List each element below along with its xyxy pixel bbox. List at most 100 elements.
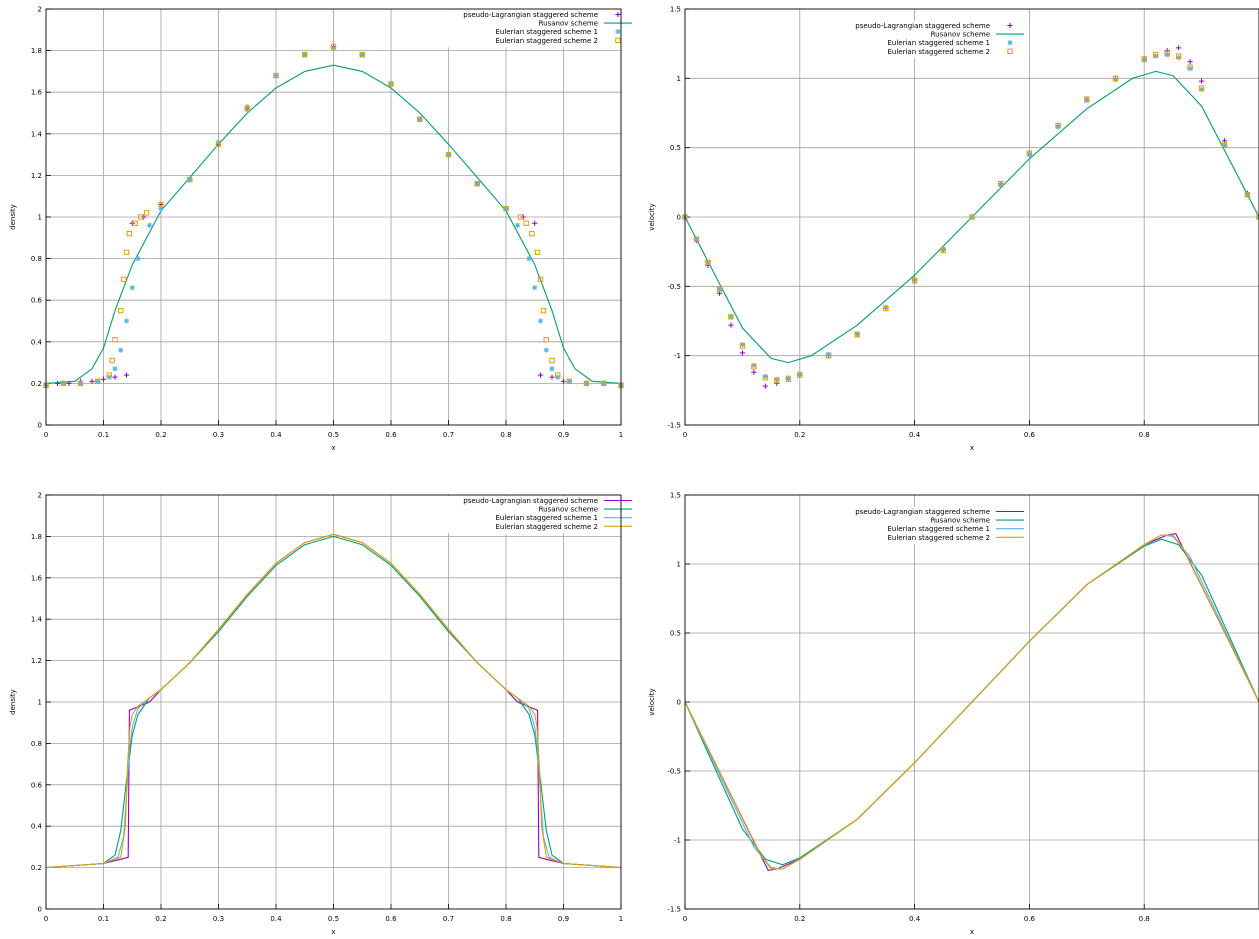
data-point xyxy=(583,380,590,386)
data-point xyxy=(445,151,452,158)
x-axis-label: x xyxy=(331,444,335,452)
data-point xyxy=(474,181,480,187)
legend-label: Eulerian staggered scheme 1 xyxy=(495,28,598,36)
legend-label: pseudo-Lagrangian staggered scheme xyxy=(463,497,598,505)
x-tick-label: 0.2 xyxy=(794,915,805,923)
data-point xyxy=(529,230,535,237)
x-axis-label: x xyxy=(970,928,974,936)
data-point xyxy=(302,52,308,58)
legend-background xyxy=(421,496,621,534)
data-point xyxy=(1084,96,1090,102)
x-tick-label: 0.2 xyxy=(155,431,166,439)
y-tick-label: 1 xyxy=(38,699,42,707)
data-point xyxy=(523,220,529,226)
series-line xyxy=(45,533,622,869)
x-tick-label: 0.4 xyxy=(270,915,282,923)
data-point xyxy=(854,330,860,337)
legend-label: Rusanov scheme xyxy=(931,31,990,39)
chart-panel-bottom-right: 0 0.2 0.4 0.6 0.8 -1.5 -1 -0.5 0 0.5 1 1.5 pseudo-La… xyxy=(648,492,1259,936)
y-tick-label: 1.4 xyxy=(31,616,43,624)
data-point xyxy=(359,52,365,58)
x-tick-label: 0.6 xyxy=(385,915,397,923)
data-point xyxy=(583,380,590,387)
data-point xyxy=(762,383,768,389)
data-point xyxy=(543,337,549,343)
data-point xyxy=(728,314,734,320)
y-tick-label: 2 xyxy=(38,6,42,14)
data-point xyxy=(146,222,153,228)
data-point xyxy=(54,380,61,386)
legend-label: Eulerian staggered scheme 1 xyxy=(495,514,598,522)
y-tick-label: -1 xyxy=(674,352,681,360)
data-point xyxy=(532,220,538,226)
y-tick-label: 1 xyxy=(38,214,42,222)
data-point xyxy=(601,380,607,386)
y-tick-label: 0.2 xyxy=(31,380,42,388)
legend-label: Eulerian staggered scheme 1 xyxy=(887,525,990,533)
legend-swatch xyxy=(1007,40,1013,46)
y-axis-label: density xyxy=(9,689,17,715)
data-point xyxy=(503,206,509,212)
legend-swatch xyxy=(615,11,621,18)
data-point xyxy=(716,286,723,292)
data-point xyxy=(797,371,803,377)
y-tick-label: 1.2 xyxy=(31,657,42,665)
y-tick-label: -1 xyxy=(674,837,681,845)
data-point xyxy=(1244,192,1251,198)
y-tick-label: -1.5 xyxy=(667,422,681,430)
legend-label: pseudo-Lagrangian staggered scheme xyxy=(463,11,598,19)
y-tick-label: 1.2 xyxy=(31,172,42,180)
data-point xyxy=(1152,52,1159,58)
data-point xyxy=(739,341,745,348)
data-point xyxy=(969,214,975,220)
data-point xyxy=(120,276,127,283)
y-tick-label: 0.5 xyxy=(670,630,681,638)
data-point xyxy=(785,376,792,382)
x-tick-label: 0.2 xyxy=(155,915,166,923)
data-point xyxy=(998,182,1004,188)
data-point xyxy=(549,374,555,380)
data-point xyxy=(129,220,135,226)
data-point xyxy=(940,247,946,253)
x-tick-label: 0.8 xyxy=(1139,915,1150,923)
y-tick-label: 2 xyxy=(38,492,42,500)
data-point xyxy=(1026,150,1033,156)
data-point xyxy=(112,366,118,372)
data-point xyxy=(520,214,526,220)
data-point xyxy=(998,181,1004,187)
data-point xyxy=(187,176,193,183)
legend-label: pseudo-Lagrangian staggered scheme xyxy=(855,508,990,516)
y-tick-label: 0.6 xyxy=(31,781,43,789)
x-tick-label: 0 xyxy=(44,915,48,923)
data-point xyxy=(109,357,115,364)
y-tick-label: 0.8 xyxy=(31,740,42,748)
x-tick-label: 0.3 xyxy=(213,431,224,439)
data-point xyxy=(118,347,124,353)
y-tick-label: 1.6 xyxy=(31,574,43,582)
x-tick-label: 0.7 xyxy=(443,431,454,439)
plot-border xyxy=(45,8,622,426)
data-point xyxy=(883,305,889,312)
data-point xyxy=(112,337,118,343)
data-point xyxy=(143,210,150,216)
chart-panel-top-right: 0 0.2 0.4 0.6 0.8 -1.5 -1 -0.5 0 0.5 1 1.5 pseudo-La… xyxy=(648,6,1259,452)
data-point xyxy=(1141,57,1147,63)
x-tick-label: 0 xyxy=(683,915,687,923)
x-tick-label: 0.6 xyxy=(1024,915,1036,923)
x-tick-label: 0.6 xyxy=(1024,431,1036,439)
data-point xyxy=(537,318,544,324)
data-point xyxy=(359,52,365,58)
data-point xyxy=(158,201,164,208)
x-tick-label: 0.7 xyxy=(443,915,454,923)
legend-swatch xyxy=(615,29,621,35)
data-point xyxy=(566,378,572,385)
data-point xyxy=(1175,53,1182,59)
data-point xyxy=(739,343,746,349)
data-point xyxy=(940,246,946,252)
series-3 xyxy=(45,533,622,869)
data-point xyxy=(132,220,138,226)
data-point xyxy=(969,214,975,220)
data-point xyxy=(825,352,832,359)
data-point xyxy=(1221,142,1228,148)
data-point xyxy=(388,81,394,87)
